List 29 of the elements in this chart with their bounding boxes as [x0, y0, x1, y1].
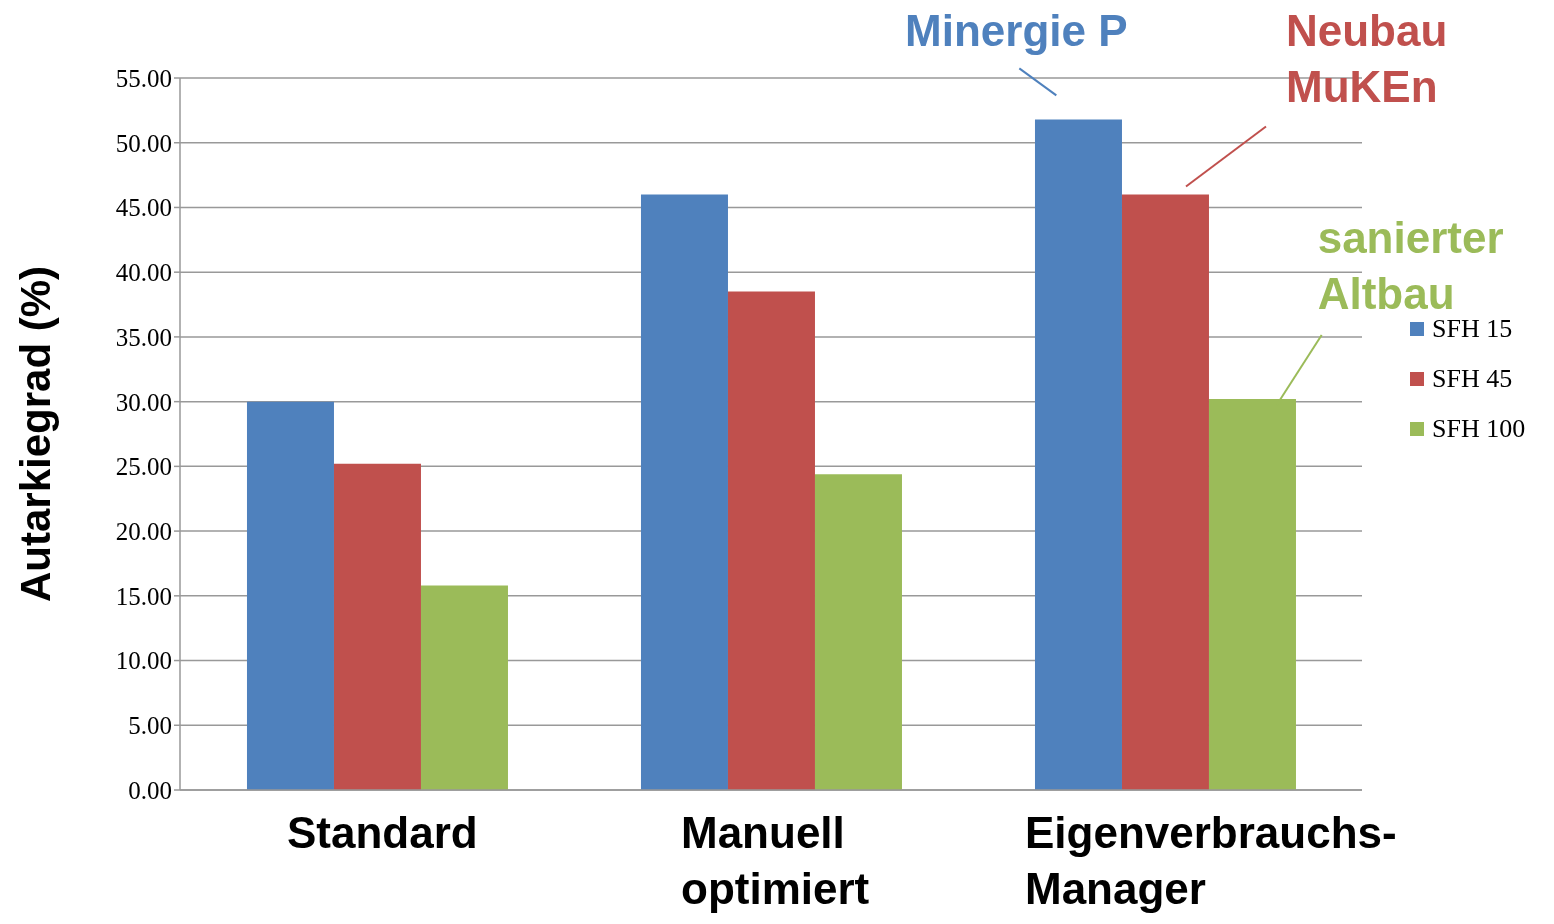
y-tick-label: 40.00 — [115, 259, 172, 287]
bar — [640, 194, 728, 790]
bar — [814, 474, 902, 790]
bar — [1121, 194, 1209, 790]
legend-label: SFH 100 — [1432, 413, 1526, 445]
y-tick-label: 0.00 — [128, 776, 172, 804]
y-tick-label: 20.00 — [115, 517, 172, 545]
y-tick-label: 50.00 — [115, 129, 172, 157]
y-tick-label: 5.00 — [128, 712, 172, 740]
y-tick-label: 10.00 — [115, 647, 172, 675]
y-tick-label: 25.00 — [115, 453, 172, 481]
bar — [1034, 119, 1122, 790]
x-tick-label: Manuell optimiert — [681, 808, 870, 913]
y-tick-label: 15.00 — [115, 582, 172, 610]
bar — [333, 463, 421, 790]
bar — [1208, 399, 1296, 790]
y-tick-label: 55.00 — [115, 64, 172, 92]
x-tick-label: Eigenverbrauchs-Manager — [1025, 808, 1397, 913]
y-tick-label: 30.00 — [115, 388, 172, 416]
y-axis-title: Autarkiegrad (%) — [12, 265, 59, 603]
bar — [420, 585, 508, 790]
x-tick-label: Standard — [287, 808, 478, 857]
y-tick-label: 45.00 — [115, 194, 172, 222]
y-tick-label: 35.00 — [115, 323, 172, 351]
annotation: Neubau MuKEn — [1286, 5, 1448, 111]
text: Minergie P — [905, 6, 1128, 56]
bar — [246, 401, 334, 790]
bar — [727, 291, 815, 790]
legend-label: SFH 45 — [1432, 363, 1513, 395]
